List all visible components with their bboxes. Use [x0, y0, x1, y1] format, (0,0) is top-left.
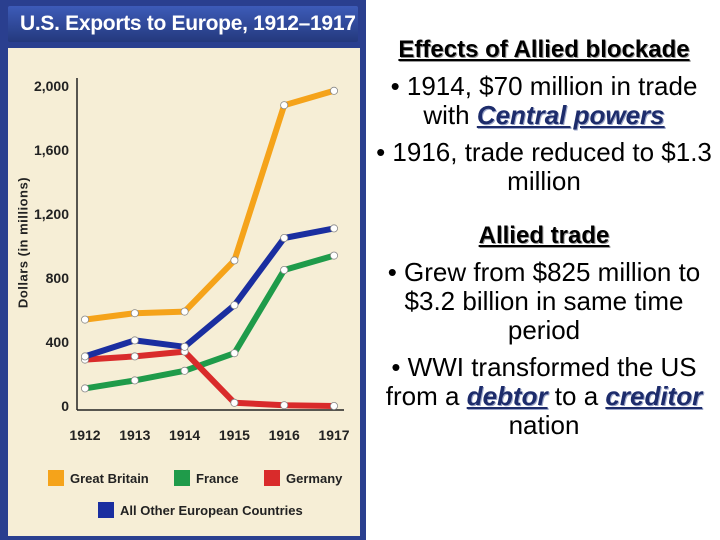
data-point-all-other-european-countries	[230, 301, 239, 310]
data-point-germany	[230, 398, 239, 407]
data-point-france	[180, 366, 189, 375]
data-point-all-other-european-countries	[81, 352, 90, 361]
bullet-1916-trade: • 1916, trade reduced to $1.3 million	[376, 137, 712, 196]
y-tick-label: 0	[61, 398, 69, 414]
legend-item-germany: Germany	[264, 470, 342, 486]
data-point-france	[329, 251, 338, 260]
legend-swatch-france	[174, 470, 190, 486]
heading-allied-blockade: Effects of Allied blockade	[398, 36, 690, 63]
line-chart: 0 400 800 1,200 1,600 2,000 1912 1913 1914 1915 19…	[34, 78, 350, 443]
chart-title-bar	[8, 6, 358, 42]
legend-swatch-great-britain	[48, 470, 64, 486]
legend-label-other-european: All Other European Countries	[120, 502, 303, 518]
y-tick-label: 400	[46, 334, 70, 350]
x-tick-label: 1912	[69, 427, 100, 443]
data-point-france	[230, 349, 239, 358]
legend-item-france: France	[174, 470, 239, 486]
y-tick-label: 1,600	[34, 142, 69, 158]
data-point-great-britain	[280, 101, 289, 110]
data-point-all-other-european-countries	[130, 336, 139, 345]
data-point-france	[280, 265, 289, 274]
legend-swatch-germany	[264, 470, 280, 486]
data-point-great-britain	[180, 307, 189, 316]
bullet-1914-text: • 1914, $70 million in trade with	[390, 71, 698, 130]
x-tick-label: 1914	[169, 427, 200, 443]
x-tick-label: 1917	[318, 427, 349, 443]
keyword-debtor: debtor	[466, 381, 548, 411]
data-point-germany	[130, 352, 139, 361]
data-point-germany	[329, 401, 338, 410]
bullet-1914-trade: • 1914, $70 million in trade with Centra…	[372, 72, 716, 130]
x-tick-label: 1913	[119, 427, 150, 443]
x-tick-label: 1915	[219, 427, 250, 443]
x-tick-label: 1916	[269, 427, 300, 443]
plot-panel	[8, 48, 360, 536]
data-point-germany	[280, 401, 289, 410]
legend-label-germany: Germany	[286, 470, 343, 486]
legend-label-france: France	[196, 470, 239, 486]
bullet-wwi-text: • WWI transformed the US from a	[385, 352, 697, 411]
notes-panel: Effects of Allied blockade • 1914, $70 m…	[372, 30, 716, 448]
legend-label-great-britain: Great Britain	[70, 470, 149, 486]
data-point-all-other-european-countries	[180, 342, 189, 351]
series-line-france	[84, 252, 335, 392]
y-tick-label: 1,200	[34, 206, 69, 222]
series-line-great-britain	[84, 87, 335, 323]
data-point-france	[81, 384, 90, 393]
series-line-all-other-european-countries	[84, 225, 335, 360]
data-point-great-britain	[230, 256, 239, 265]
y-tick-label: 800	[46, 270, 70, 286]
legend-swatch-other-european	[98, 502, 114, 518]
data-point-great-britain	[81, 315, 90, 324]
bullet-wwi-mid: to a	[547, 381, 606, 411]
data-point-great-britain	[130, 309, 139, 318]
y-axis-label: Dollars (in millions)	[15, 176, 31, 309]
heading-allied-trade: Allied trade	[478, 222, 610, 249]
data-point-all-other-european-countries	[280, 233, 289, 242]
legend-item-other-european: All Other European Countries	[98, 502, 303, 518]
bullet-wwi-end: nation	[508, 410, 580, 440]
y-tick-label: 2,000	[34, 78, 69, 94]
bullet-allied-growth: • Grew from $825 million to $3.2 billion…	[387, 257, 701, 345]
chart-title: U.S. Exports to Europe, 1912–1917	[20, 12, 356, 35]
data-point-great-britain	[329, 86, 338, 95]
data-point-all-other-european-countries	[329, 224, 338, 233]
keyword-creditor: creditor	[605, 381, 703, 411]
legend-item-great-britain: Great Britain	[48, 470, 149, 486]
bullet-wwi-transform: • WWI transformed the US from a debtor t…	[372, 353, 716, 440]
series-line-germany	[84, 348, 335, 409]
keyword-central-powers: Central powers	[476, 100, 665, 130]
data-point-france	[130, 376, 139, 385]
